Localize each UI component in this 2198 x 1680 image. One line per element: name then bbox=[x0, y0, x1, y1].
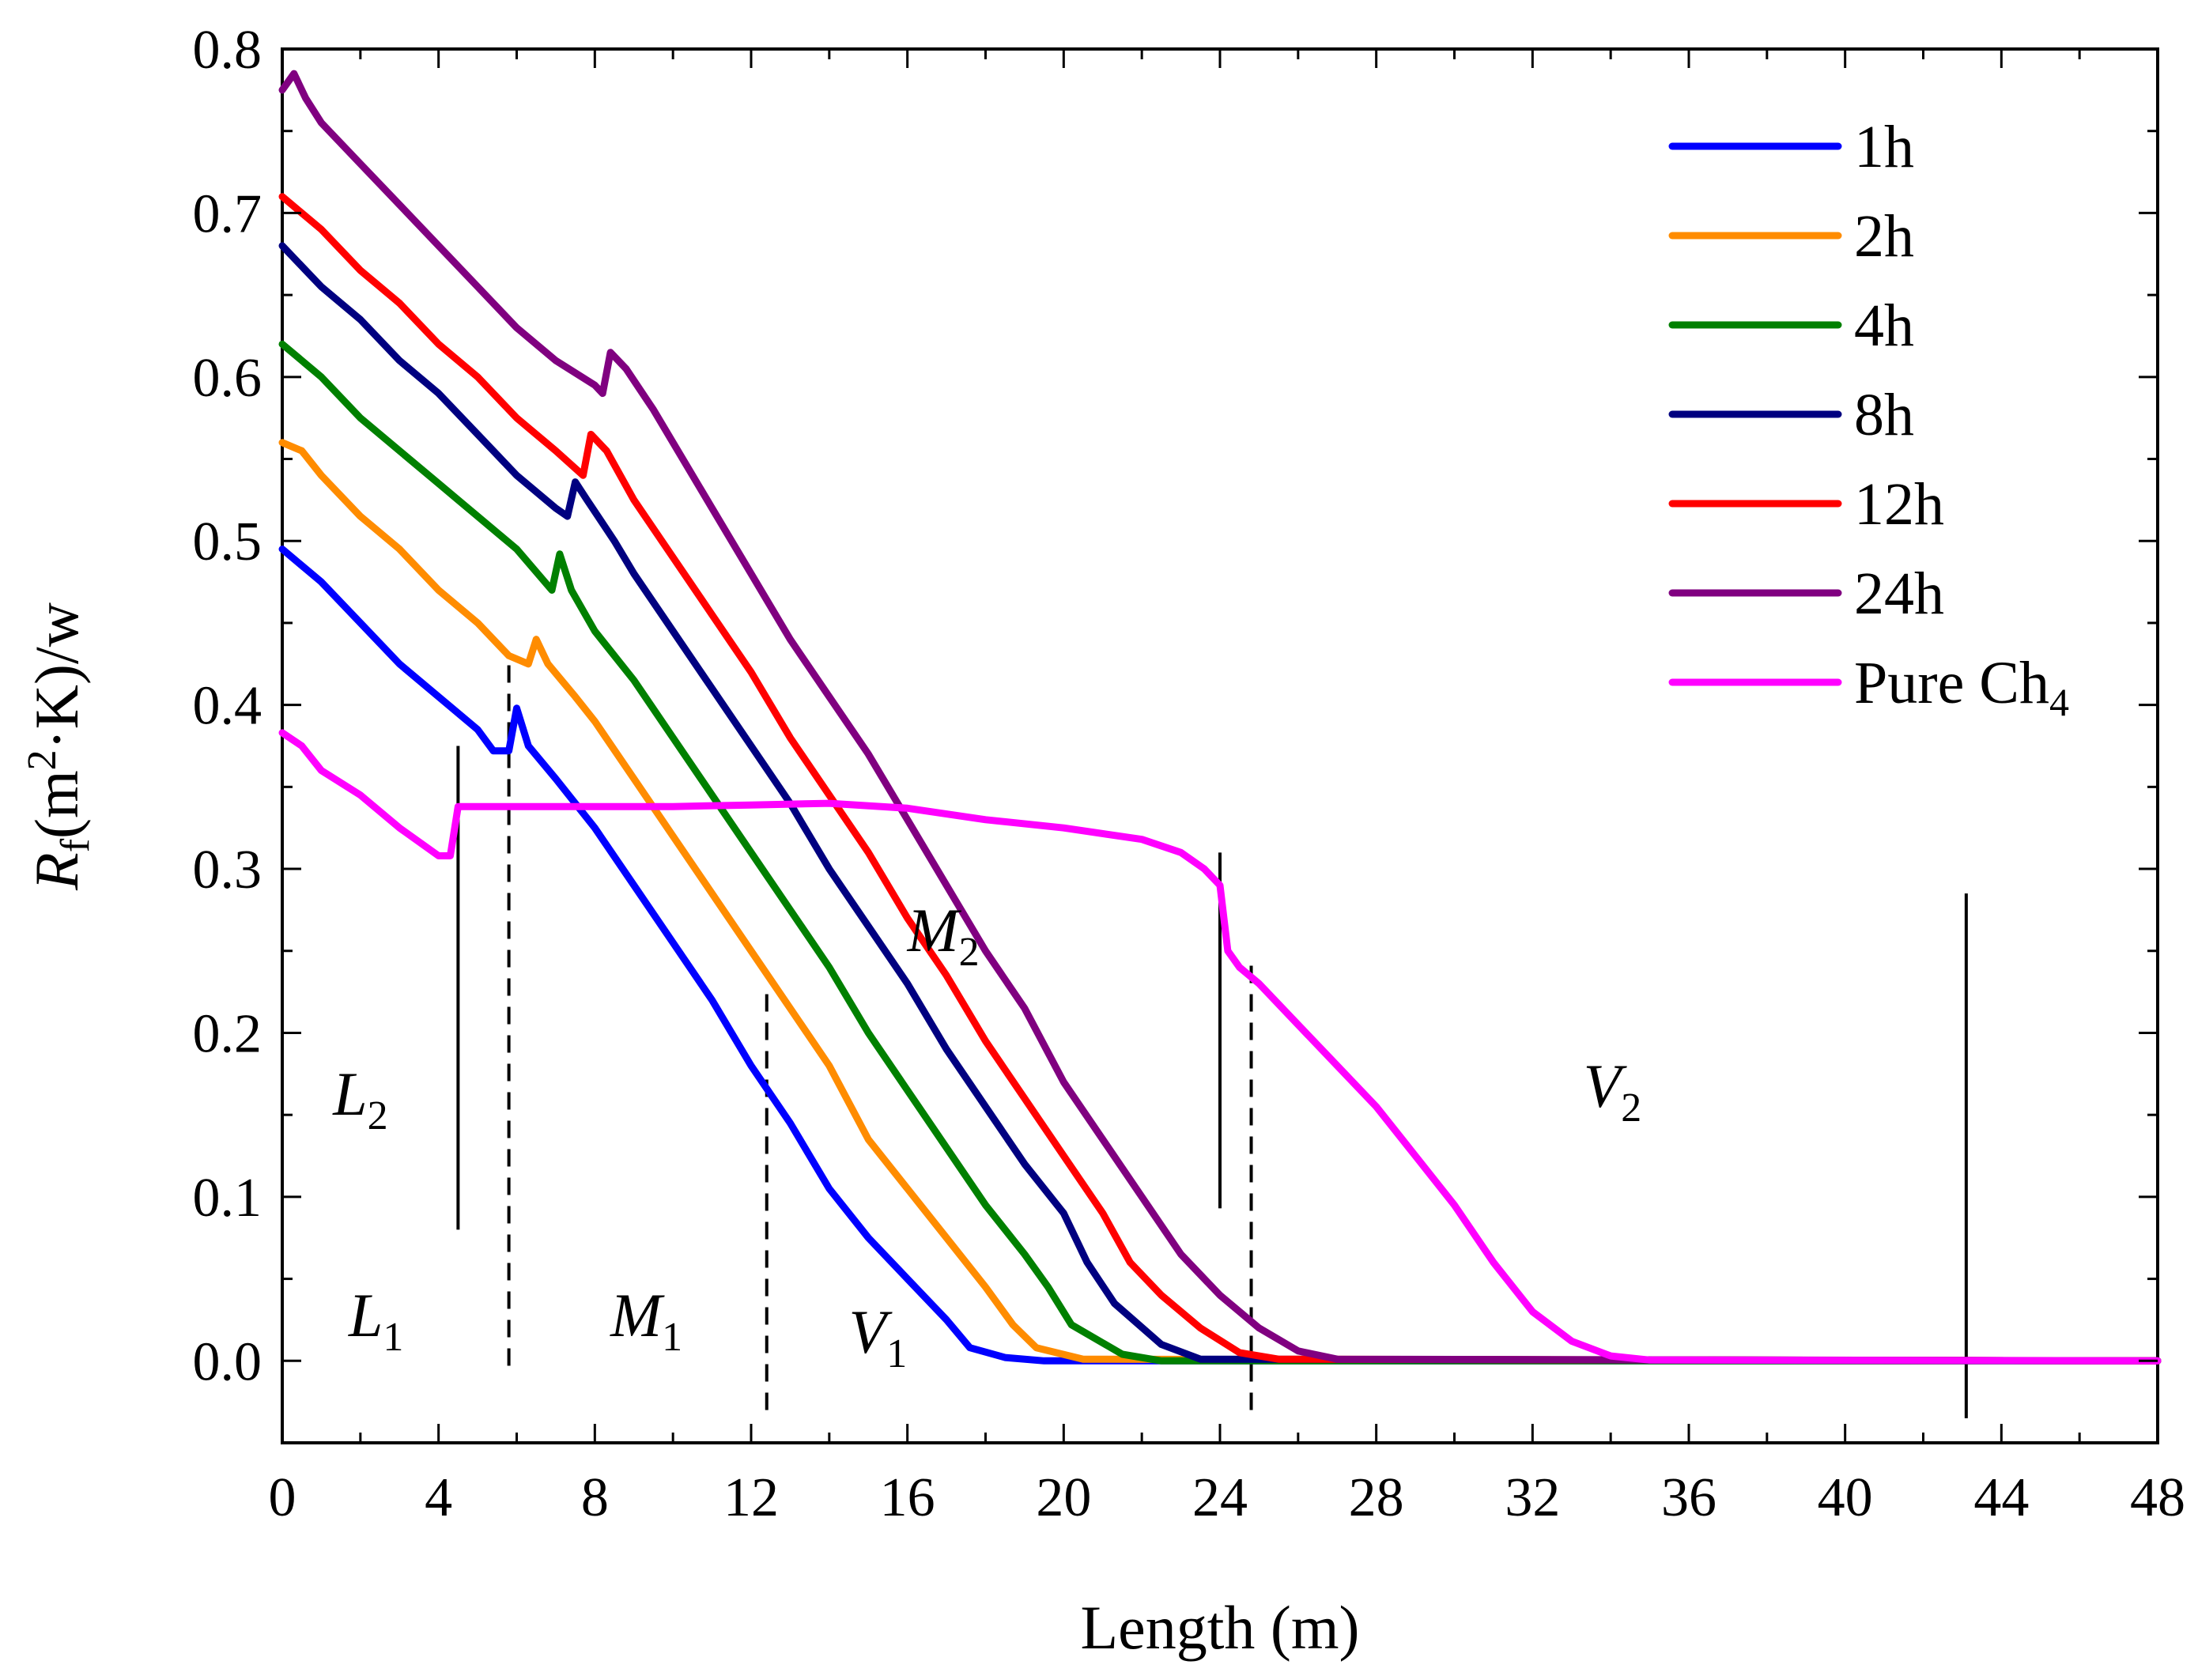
legend-label-4h: 4h bbox=[1854, 293, 1914, 359]
annotation-subscript: 1 bbox=[886, 1331, 907, 1376]
series-line-4h bbox=[278, 340, 2162, 1365]
series-line-1h bbox=[278, 546, 2162, 1365]
legend-label-12h: 12h bbox=[1854, 471, 1944, 538]
y-axis-label-rest1: (m bbox=[22, 770, 91, 839]
y-tick-label: 0.6 bbox=[193, 348, 262, 409]
legend-label-text: 2h bbox=[1854, 203, 1914, 270]
series-line-12h bbox=[278, 193, 2162, 1365]
x-tick-label: 16 bbox=[880, 1467, 935, 1528]
series-lines bbox=[278, 70, 2162, 1365]
annotation-v1: V1 bbox=[849, 1297, 908, 1376]
region-lines bbox=[456, 655, 1968, 1418]
annotation-letter: L bbox=[348, 1281, 383, 1350]
x-tick-label: 4 bbox=[425, 1467, 452, 1528]
legend-label-text: 8h bbox=[1854, 382, 1914, 448]
annotation-subscript: 2 bbox=[368, 1093, 388, 1138]
x-axis-label: Length (m) bbox=[1080, 1593, 1359, 1662]
y-axis-label-sup: 2 bbox=[20, 749, 65, 770]
x-tick-label: 48 bbox=[2130, 1467, 2185, 1528]
x-tick-label: 8 bbox=[581, 1467, 609, 1528]
x-axis-ticks: 0 4 8 12 16 20 24 28 32 36 40 44 48 bbox=[269, 49, 2185, 1528]
legend-label-pure-ch4: Pure Ch4 bbox=[1854, 650, 2069, 724]
annotation-letter: V bbox=[849, 1297, 893, 1366]
annotation-subscript: 1 bbox=[383, 1315, 403, 1360]
series-line-2h bbox=[278, 439, 2162, 1365]
annotation-v2: V2 bbox=[1584, 1051, 1642, 1131]
y-tick-label: 0.1 bbox=[193, 1168, 262, 1229]
series-line-pure-ch4 bbox=[278, 729, 2162, 1365]
x-tick-label: 36 bbox=[1661, 1467, 1716, 1528]
x-tick-label: 0 bbox=[269, 1467, 296, 1528]
legend-label-text: Pure Ch bbox=[1854, 650, 2049, 716]
legend-label-8h: 8h bbox=[1854, 382, 1914, 448]
annotation-letter: V bbox=[1584, 1051, 1628, 1120]
x-tick-label: 12 bbox=[723, 1467, 779, 1528]
annotation-letter: M bbox=[907, 896, 962, 965]
annotation-subscript: 2 bbox=[959, 930, 980, 975]
legend-label-text: 24h bbox=[1854, 561, 1944, 627]
x-tick-label: 20 bbox=[1036, 1467, 1091, 1528]
y-axis-label: Rf(m2·K)/w bbox=[20, 602, 98, 891]
annotation-letter: L bbox=[332, 1059, 367, 1128]
series-line-24h bbox=[278, 70, 2162, 1365]
x-tick-label: 24 bbox=[1192, 1467, 1248, 1528]
annotation-l2: L2 bbox=[332, 1059, 387, 1138]
x-tick-label: 40 bbox=[1818, 1467, 1873, 1528]
annotation-subscript: 2 bbox=[1621, 1085, 1641, 1131]
y-axis-label-main: R bbox=[22, 852, 91, 891]
annotation-m1: M1 bbox=[610, 1281, 682, 1360]
y-tick-label: 0.4 bbox=[193, 676, 262, 737]
annotation-m2: M2 bbox=[907, 896, 980, 975]
annotation-letter: M bbox=[610, 1281, 665, 1350]
y-tick-label: 0.0 bbox=[193, 1331, 262, 1392]
y-tick-label: 0.2 bbox=[193, 1003, 262, 1064]
legend-label-2h: 2h bbox=[1854, 203, 1914, 270]
y-tick-label: 0.7 bbox=[193, 183, 262, 244]
y-tick-label: 0.8 bbox=[193, 20, 262, 81]
legend-label-text: 12h bbox=[1854, 471, 1944, 538]
legend-label-24h: 24h bbox=[1854, 561, 1944, 627]
x-tick-label: 32 bbox=[1505, 1467, 1560, 1528]
annotation-l1: L1 bbox=[348, 1281, 403, 1360]
x-tick-label: 44 bbox=[1973, 1467, 2029, 1528]
y-tick-label: 0.3 bbox=[193, 840, 262, 900]
legend: 1h 2h 4h 8h 12h 24h Pure Ch4 bbox=[1668, 114, 2069, 724]
annotation-subscript: 1 bbox=[662, 1315, 682, 1360]
y-axis-label-rest2: ·K)/w bbox=[22, 602, 91, 749]
series-line-8h bbox=[278, 242, 2162, 1365]
legend-label-text: 4h bbox=[1854, 293, 1914, 359]
legend-label-subscript: 4 bbox=[2049, 680, 2069, 724]
y-axis-ticks: 0.0 0.1 0.2 0.3 0.4 0.5 0.6 0.7 0.8 bbox=[193, 20, 2158, 1444]
x-tick-label: 28 bbox=[1349, 1467, 1404, 1528]
legend-label-1h: 1h bbox=[1854, 114, 1914, 180]
y-tick-label: 0.5 bbox=[193, 512, 262, 572]
y-axis-label-sub: f bbox=[53, 838, 98, 852]
legend-label-text: 1h bbox=[1854, 114, 1914, 180]
